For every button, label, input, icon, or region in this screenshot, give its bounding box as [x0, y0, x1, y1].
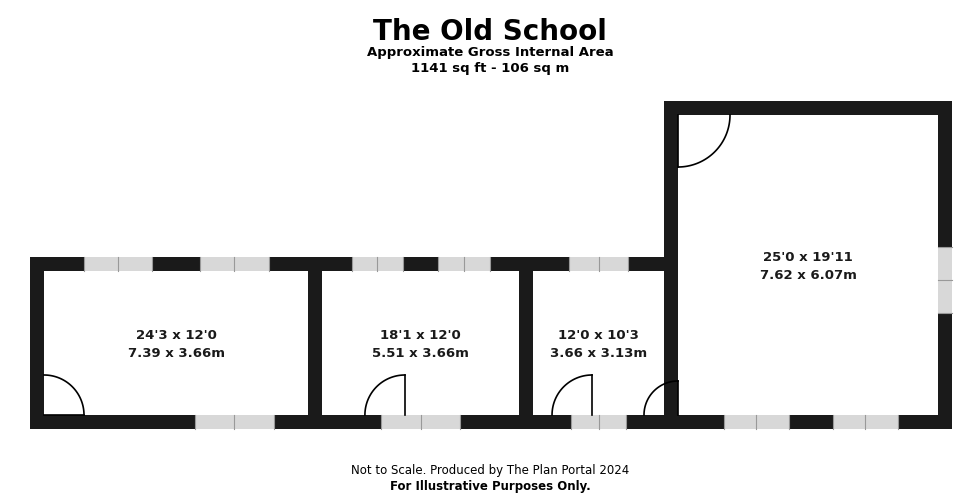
Bar [30, 415, 678, 429]
Bar [438, 258, 490, 272]
Text: Not to Scale. Produced by The Plan Portal 2024: Not to Scale. Produced by The Plan Porta… [351, 463, 629, 476]
Text: Approximate Gross Internal Area: Approximate Gross Internal Area [367, 46, 613, 59]
Bar [381, 415, 460, 429]
Text: 7.62 x 6.07m: 7.62 x 6.07m [760, 269, 857, 282]
Text: 1141 sq ft - 106 sq m: 1141 sq ft - 106 sq m [411, 62, 569, 75]
Bar [195, 415, 273, 429]
Bar [200, 258, 269, 272]
Bar [938, 247, 952, 313]
Text: 18'1 x 12'0: 18'1 x 12'0 [380, 329, 461, 342]
Bar [571, 415, 626, 429]
Bar [664, 415, 952, 429]
Text: For Illustrative Purposes Only.: For Illustrative Purposes Only. [390, 479, 590, 492]
Text: 7.39 x 3.66m: 7.39 x 3.66m [127, 347, 224, 360]
Text: 12'0 x 10'3: 12'0 x 10'3 [559, 329, 639, 342]
Bar [938, 102, 952, 429]
Bar [30, 258, 678, 272]
Bar [519, 258, 533, 429]
Text: 25'0 x 19'11: 25'0 x 19'11 [763, 251, 853, 264]
Text: 5.51 x 3.66m: 5.51 x 3.66m [372, 347, 469, 360]
Bar [83, 258, 152, 272]
Bar [569, 258, 628, 272]
Text: 3.66 x 3.13m: 3.66 x 3.13m [550, 347, 647, 360]
Bar [352, 258, 403, 272]
Bar [723, 415, 789, 429]
Text: 24'3 x 12'0: 24'3 x 12'0 [135, 329, 217, 342]
Bar [30, 258, 44, 429]
Text: The Old School: The Old School [373, 18, 607, 46]
Bar [308, 258, 322, 429]
Bar [664, 102, 952, 116]
Bar [833, 415, 898, 429]
Bar [664, 102, 678, 429]
